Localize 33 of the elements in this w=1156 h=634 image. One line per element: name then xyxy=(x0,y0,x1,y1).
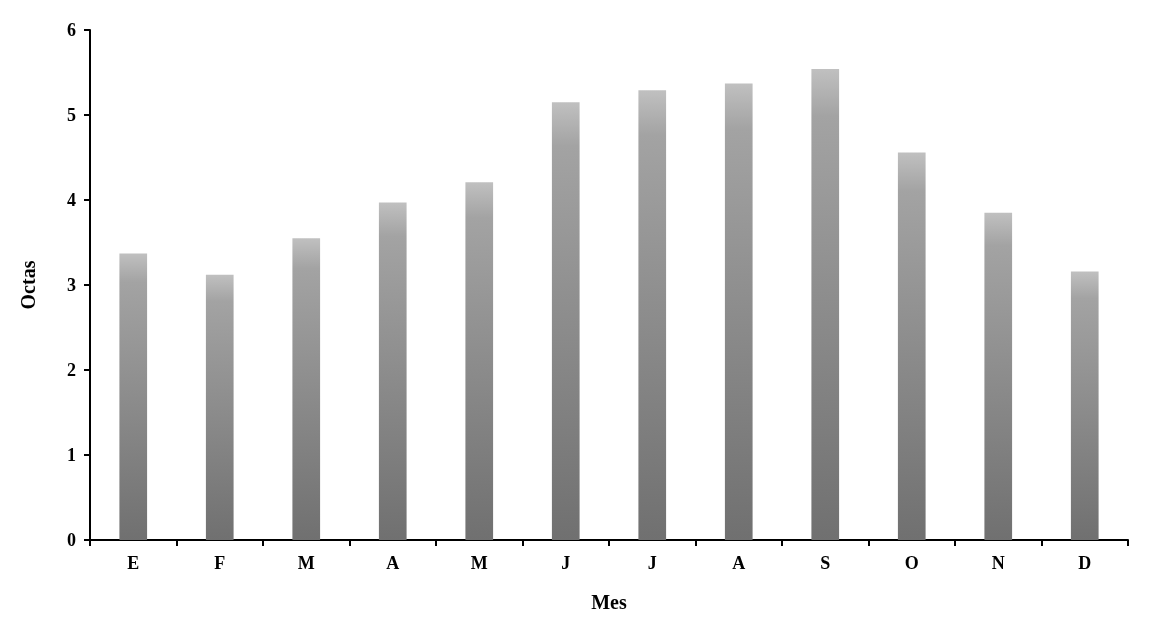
bar xyxy=(378,202,407,540)
x-tick-label: N xyxy=(991,553,1005,573)
bar xyxy=(811,69,840,540)
y-tick-label: 1 xyxy=(67,445,76,465)
bar xyxy=(119,253,148,540)
bar xyxy=(724,83,753,540)
y-tick-label: 3 xyxy=(67,275,76,295)
bar xyxy=(1070,271,1099,540)
x-tick-label: E xyxy=(127,553,140,573)
bar xyxy=(205,274,234,540)
x-tick-label: S xyxy=(820,553,831,573)
y-tick-label: 5 xyxy=(67,105,76,125)
x-tick-label: M xyxy=(470,553,488,573)
bar xyxy=(292,238,321,540)
y-axis-title: Octas xyxy=(17,260,39,310)
y-tick-label: 4 xyxy=(67,190,76,210)
x-tick-label: A xyxy=(386,553,400,573)
x-tick-label: M xyxy=(297,553,315,573)
bar xyxy=(551,102,580,540)
x-tick-label: O xyxy=(904,553,919,573)
x-tick-label: J xyxy=(561,553,571,573)
bar xyxy=(638,90,667,540)
x-axis-title: Mes xyxy=(591,591,627,613)
bar xyxy=(465,182,494,540)
x-tick-label: F xyxy=(214,553,226,573)
bar xyxy=(897,152,926,540)
y-tick-label: 2 xyxy=(67,360,76,380)
y-tick-label: 6 xyxy=(67,20,76,40)
x-tick-label: A xyxy=(732,553,746,573)
y-tick-label: 0 xyxy=(67,530,76,550)
x-tick-label: D xyxy=(1078,553,1092,573)
x-tick-label: J xyxy=(647,553,657,573)
bar xyxy=(984,212,1013,540)
